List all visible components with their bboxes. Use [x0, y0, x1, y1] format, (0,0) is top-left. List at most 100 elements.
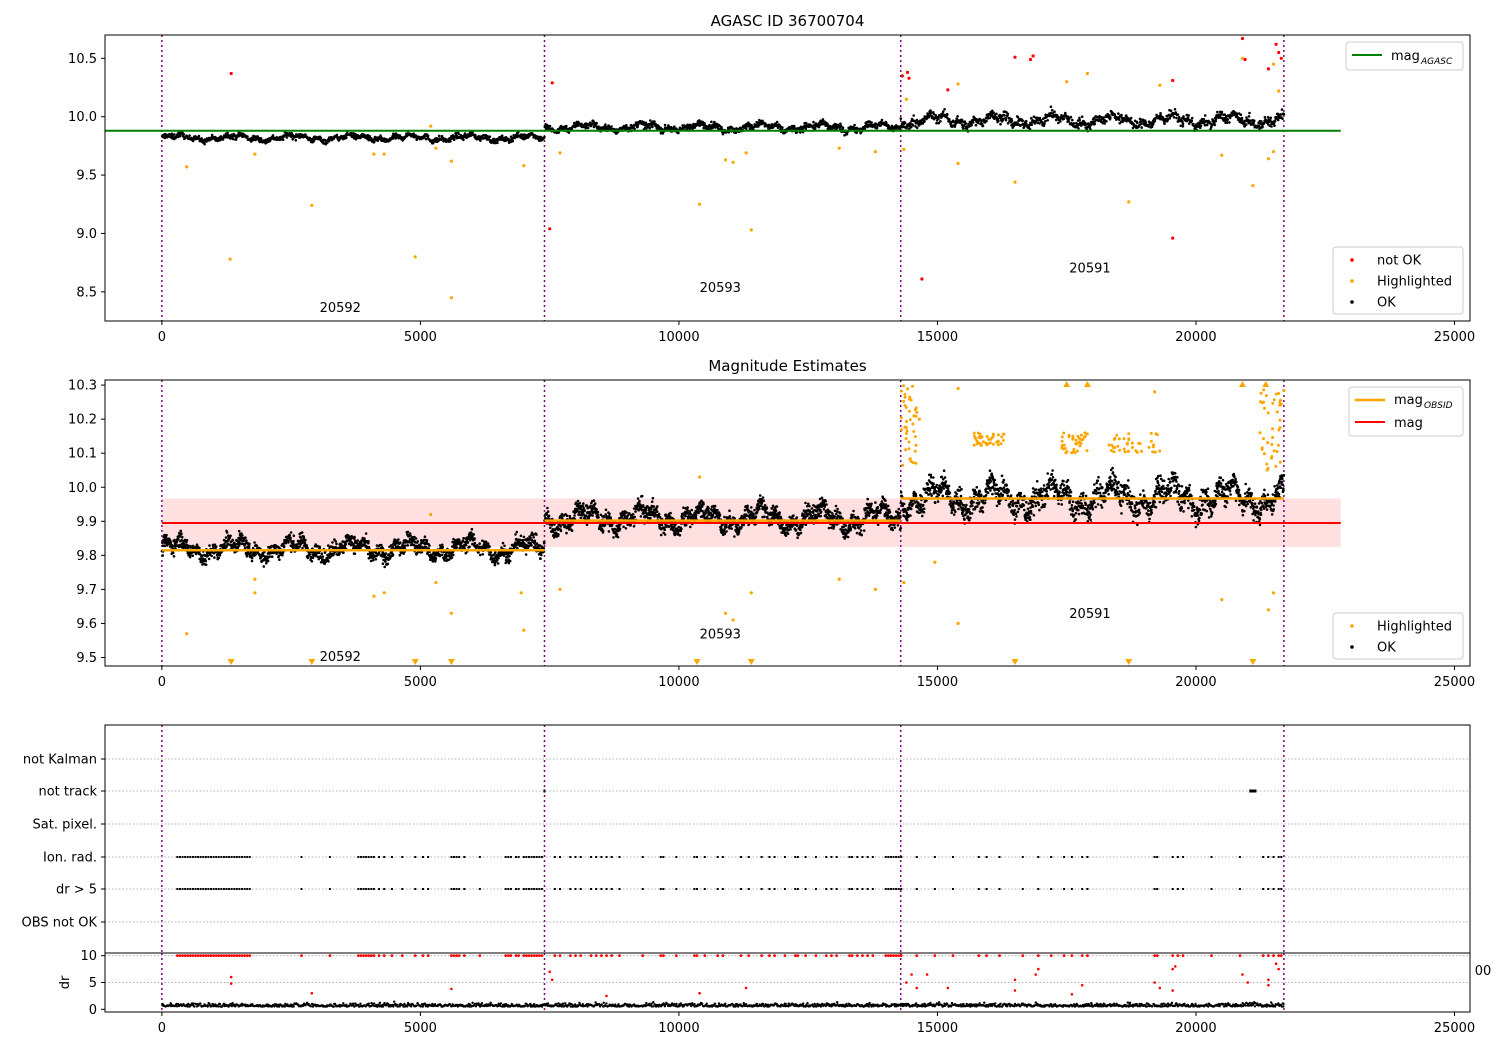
- ok-point: [997, 119, 1000, 123]
- x-tick-label: 25000: [1434, 330, 1475, 345]
- ok-point: [970, 123, 973, 127]
- highlighted-point: [253, 152, 257, 156]
- ok-point: [577, 510, 581, 514]
- ok-point: [1050, 109, 1054, 112]
- ok-point: [282, 545, 286, 549]
- highlighted-point: [999, 442, 1003, 446]
- legend-marker: [1350, 258, 1354, 262]
- ok-point: [999, 122, 1002, 126]
- ok-point: [524, 553, 528, 556]
- ok-point: [1053, 110, 1056, 113]
- ok-point: [710, 120, 713, 124]
- highlighted-point: [1118, 448, 1122, 452]
- highlighted-point: [1134, 449, 1138, 453]
- ok-point: [948, 118, 951, 121]
- ok-point: [761, 119, 764, 123]
- ok-point: [250, 556, 254, 560]
- ok-point: [542, 542, 546, 545]
- ok-point: [226, 542, 230, 546]
- ok-point: [1118, 118, 1121, 121]
- ok-point: [204, 563, 208, 566]
- ok-point: [461, 539, 465, 543]
- not-ok-point: [1279, 56, 1283, 60]
- ok-point: [592, 499, 596, 503]
- highlighted-point: [1270, 456, 1273, 460]
- ok-point: [374, 558, 378, 561]
- ok-point: [1176, 113, 1180, 116]
- ok-point: [171, 551, 175, 555]
- highlighted-point: [1278, 418, 1282, 422]
- ok-point: [370, 137, 373, 140]
- ok-point: [1245, 116, 1248, 119]
- ok-point: [935, 121, 938, 125]
- ok-point: [188, 555, 192, 559]
- ok-point: [306, 556, 310, 560]
- highlighted-point: [1072, 447, 1076, 451]
- highlighted-point: [1085, 449, 1089, 453]
- ok-point: [484, 540, 488, 544]
- highlighted-point: [974, 436, 977, 440]
- ok-point: [870, 121, 873, 124]
- ok-point: [565, 514, 569, 517]
- highlighted-point: [1001, 438, 1005, 442]
- highlighted-point: [900, 428, 903, 432]
- highlighted-point: [749, 228, 753, 232]
- ok-point: [1181, 122, 1185, 126]
- ok-point: [583, 509, 586, 513]
- ok-point: [585, 514, 588, 517]
- ok-point: [677, 131, 680, 135]
- highlighted-point: [1074, 442, 1078, 446]
- highlighted-point: [1271, 436, 1275, 439]
- ok-point: [1062, 117, 1066, 121]
- highlighted-point: [905, 429, 909, 433]
- highlighted-point: [1074, 438, 1078, 442]
- ok-point: [971, 121, 975, 124]
- not-ok-point: [1243, 57, 1247, 62]
- not-ok-point: [905, 70, 910, 74]
- ok-point: [1280, 108, 1284, 111]
- not-ok-point: [550, 81, 554, 85]
- ok-point: [1225, 121, 1229, 124]
- highlighted-point: [979, 442, 983, 446]
- ok-point: [1003, 114, 1006, 117]
- ok-point: [744, 127, 748, 130]
- ok-point: [533, 539, 537, 543]
- highlighted-point: [1251, 184, 1255, 188]
- highlighted-point: [698, 202, 702, 206]
- ok-point: [1120, 113, 1123, 117]
- ok-point: [546, 506, 549, 510]
- ok-point: [563, 524, 567, 528]
- ok-point: [224, 536, 228, 539]
- ok-point: [570, 529, 574, 532]
- highlighted-point: [1002, 432, 1006, 436]
- highlighted-point: [985, 435, 989, 438]
- ok-point: [976, 121, 980, 125]
- highlighted-point: [1078, 444, 1082, 448]
- highlighted-point: [1000, 435, 1004, 439]
- highlighted-point: [1158, 449, 1162, 453]
- ok-point: [880, 118, 884, 122]
- highlighted-point: [1260, 446, 1264, 450]
- ok-point: [1202, 117, 1206, 121]
- ok-point: [539, 135, 542, 139]
- highlighted-point: [1147, 445, 1151, 449]
- ok-point: [1021, 119, 1024, 123]
- highlighted-point: [1282, 388, 1286, 392]
- highlighted-point: [913, 435, 917, 439]
- highlighted-point: [1220, 153, 1224, 157]
- ok-point: [170, 132, 174, 136]
- ok-point: [587, 517, 591, 520]
- ok-point: [519, 534, 523, 538]
- ok-point: [1030, 123, 1033, 127]
- highlighted-point: [1070, 451, 1074, 455]
- ok-point: [1245, 123, 1248, 126]
- ok-point: [1140, 126, 1143, 129]
- highlighted-point: [449, 296, 453, 300]
- highlighted-point: [1065, 80, 1069, 84]
- ok-point: [1043, 122, 1046, 126]
- ok-point: [462, 138, 465, 142]
- ok-point: [386, 562, 390, 566]
- highlighted-point: [902, 399, 906, 403]
- ok-point: [1220, 110, 1224, 114]
- highlighted-point: [1276, 443, 1280, 447]
